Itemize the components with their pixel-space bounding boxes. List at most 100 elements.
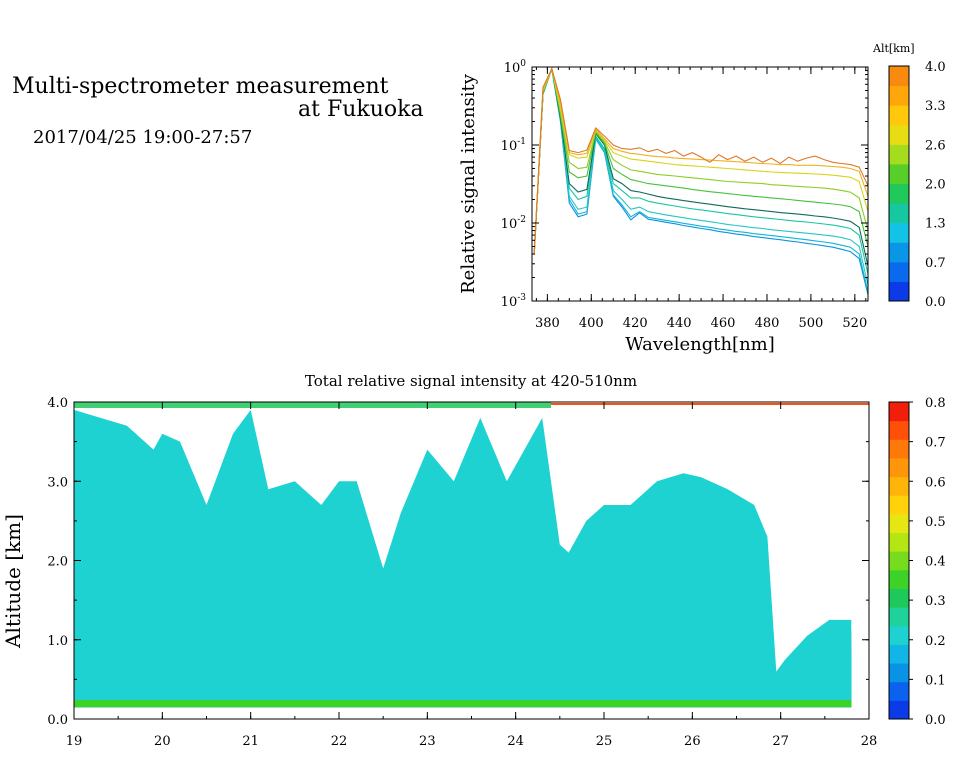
heatmap-x-tick-label: 20: [154, 734, 171, 749]
heatmap-field: [74, 402, 869, 708]
heatmap-x-tick-label: 27: [772, 734, 789, 749]
altitude-colorbar-cell: [889, 261, 909, 282]
intensity-colorbar-cell: [889, 457, 909, 478]
intensity-colorbar-cell: [889, 420, 909, 440]
intensity-colorbar-cell: [889, 513, 909, 534]
intensity-colorbar-cell: [889, 551, 909, 571]
altitude-colorbar-frame: [888, 65, 910, 302]
figure-title-line-2: at Fukuoka: [298, 97, 424, 122]
heatmap-title: Total relative signal intensity at 420-5…: [305, 372, 637, 390]
heatmap-top-edge-band: [74, 402, 551, 408]
altitude-colorbar-cell: [889, 183, 909, 204]
heatmap-x-tick-label: 19: [66, 734, 83, 749]
heatmap-surface-layer: [74, 699, 852, 708]
spectrum-series-line-8: [533, 67, 868, 255]
spectrum-x-tick-label: 440: [667, 316, 692, 331]
heatmap-x-tick-label: 22: [331, 734, 348, 749]
spectrum-series-line-6: [533, 67, 868, 255]
altitude-colorbar-tick-label: 0.0: [925, 295, 946, 310]
altitude-colorbar-label: Alt[km]: [872, 42, 915, 55]
spectrum-series-line-10: [533, 67, 868, 255]
heatmap-y-tick-label: 4.0: [47, 396, 68, 411]
altitude-colorbar-cell: [889, 222, 909, 243]
heatmap-y-tick-label: 3.0: [47, 475, 68, 490]
heatmap-x-tick-label: 26: [684, 734, 701, 749]
intensity-colorbar-cell: [889, 700, 909, 720]
altitude-colorbar-tick-label: 2.6: [925, 138, 946, 153]
altitude-colorbar-cell: [889, 163, 909, 184]
altitude-colorbar-cells: [889, 66, 909, 302]
intensity-colorbar-cell: [889, 625, 909, 645]
intensity-colorbar-cell: [889, 569, 909, 589]
spectrum-lines: [533, 67, 868, 295]
intensity-colorbar-cell: [889, 681, 909, 701]
intensity-colorbar-tick-label: 0.3: [925, 594, 946, 609]
heatmap-x-tick-label: 24: [507, 734, 524, 749]
spectrum-series-line-5: [533, 67, 868, 267]
spectrum-series-line-3: [533, 68, 868, 286]
spectrum-series-line-4: [533, 67, 868, 275]
altitude-colorbar-cell: [889, 105, 909, 126]
altitude-colorbar-cell: [889, 66, 909, 87]
heatmap-intensity-band: [74, 409, 852, 708]
intensity-colorbar-tick-label: 0.7: [925, 436, 946, 451]
spectrum-x-tick-label: 420: [623, 316, 648, 331]
heatmap-y-axis-label: Altitude [km]: [1, 514, 25, 649]
spectrum-y-axis-label: Relative signal intensity: [458, 73, 479, 294]
spectrum-x-tick-label: 400: [579, 316, 604, 331]
intensity-colorbar-cell: [889, 402, 909, 422]
altitude-colorbar-cell: [889, 242, 909, 263]
intensity-colorbar-cell: [889, 607, 909, 627]
spectrum-y-tick-label: 10-3: [501, 293, 527, 310]
heatmap-y-tick-label: 0.0: [47, 713, 68, 728]
spectrum-plot-frame: [531, 66, 869, 302]
spectrum-series-line-9: [533, 67, 868, 255]
heatmap-x-tick-label: 21: [242, 734, 259, 749]
altitude-colorbar-cell: [889, 281, 909, 302]
intensity-colorbar-tick-label: 0.2: [925, 634, 946, 649]
intensity-colorbar-cell: [889, 532, 909, 552]
heatmap-x-tick-label: 28: [861, 734, 878, 749]
spectrum-y-tick-label: 10-2: [501, 215, 526, 232]
heatmap-surface-layer-edge: [74, 695, 852, 700]
altitude-colorbar-cell: [889, 144, 909, 165]
intensity-colorbar-tick-label: 0.8: [925, 396, 946, 411]
spectrum-x-tick-label: 460: [711, 316, 736, 331]
spectrum-y-ticks: 10-3 10-2 10-1 100: [501, 59, 868, 310]
intensity-colorbar-cell: [889, 439, 909, 459]
altitude-colorbar-ticks: 0.0 0.7 1.3 2.0 2.6 3.3 4.0: [925, 60, 946, 310]
altitude-colorbar-tick-label: 1.3: [925, 217, 946, 232]
intensity-colorbar-cells: [889, 402, 909, 720]
heatmap-x-tick-label: 23: [419, 734, 436, 749]
intensity-colorbar-tick-label: 0.5: [925, 515, 946, 530]
heatmap-y-tick-label: 2.0: [47, 555, 68, 570]
figure-title-line-1: Multi-spectrometer measurement: [12, 74, 389, 99]
intensity-colorbar-tick-label: 0.1: [925, 673, 946, 688]
heatmap-panel: Total relative signal intensity at 420-5…: [1, 372, 877, 749]
intensity-colorbar-tick-label: 0.0: [925, 713, 946, 728]
spectrum-series-line-7: [533, 67, 868, 255]
measurement-datetime: 2017/04/25 19:00-27:57: [33, 127, 253, 148]
altitude-colorbar-tick-label: 4.0: [925, 60, 946, 75]
intensity-colorbar-cell: [889, 588, 909, 608]
intensity-colorbar-tick-label: 0.6: [925, 475, 946, 490]
altitude-colorbar-cell: [889, 85, 909, 106]
altitude-colorbar-cell: [889, 124, 909, 145]
spectrum-y-tick-label: 100: [504, 59, 527, 76]
spectrum-x-tick-label: 380: [535, 316, 560, 331]
altitude-colorbar-tick-label: 3.3: [925, 99, 946, 114]
heatmap-y-tick-label: 1.0: [47, 634, 68, 649]
spectrum-y-tick-label: 10-1: [501, 137, 526, 154]
intensity-colorbar-cell: [889, 476, 909, 496]
spectrum-series-line-1: [533, 68, 868, 295]
heatmap-x-ticks: 19 20 21 22 23 24 25 26 27 28: [66, 402, 878, 749]
altitude-colorbar: Alt[km] 0.0 0.7 1.3 2.0 2.6 3.3 4.0: [872, 42, 946, 310]
heatmap-y-ticks: 0.0 1.0 2.0 3.0 4.0: [47, 396, 869, 728]
intensity-colorbar-cell: [889, 663, 909, 683]
intensity-colorbar: 0.0 0.1 0.2 0.3 0.4 0.5 0.6 0.7 0.8: [888, 396, 946, 728]
heatmap-x-tick-label: 25: [596, 734, 613, 749]
spectrum-x-tick-label: 480: [755, 316, 780, 331]
altitude-colorbar-cell: [889, 203, 909, 224]
spectrum-series-line-2: [533, 68, 868, 293]
